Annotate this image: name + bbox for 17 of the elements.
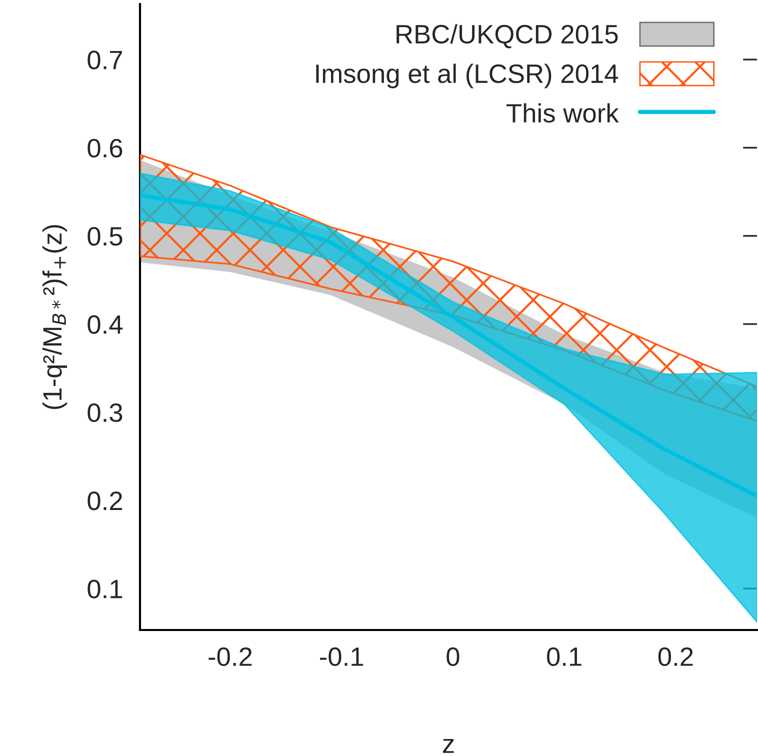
x-tick-label: -0.2 (208, 647, 252, 666)
x-axis-title: z (442, 738, 454, 753)
legend-label: Imsong et al (LCSR) 2014 (316, 64, 618, 88)
y-tick-label: 0.4 (88, 315, 123, 334)
x-tick-label: 0 (446, 647, 460, 666)
y-axis-title: (1-q²/M$_{B*}$²)f$_{+}$(z) (42, 225, 67, 410)
y-tick-label: 0.6 (88, 138, 122, 158)
x-tick-label: -0.1 (320, 647, 364, 666)
y-tick-label: 0.2 (88, 492, 122, 510)
x-tick-label: 0.2 (658, 647, 693, 666)
legend-label: RBC/UKQCD 2015 (396, 24, 618, 48)
legend-label: This work (506, 103, 619, 123)
y-tick-label: 0.5 (88, 227, 122, 246)
y-tick-label: 0.3 (88, 403, 122, 422)
y-tick-label: 0.1 (88, 580, 122, 598)
y-tick-label: 0.7 (88, 50, 122, 70)
x-tick-label: 0.1 (547, 647, 582, 666)
